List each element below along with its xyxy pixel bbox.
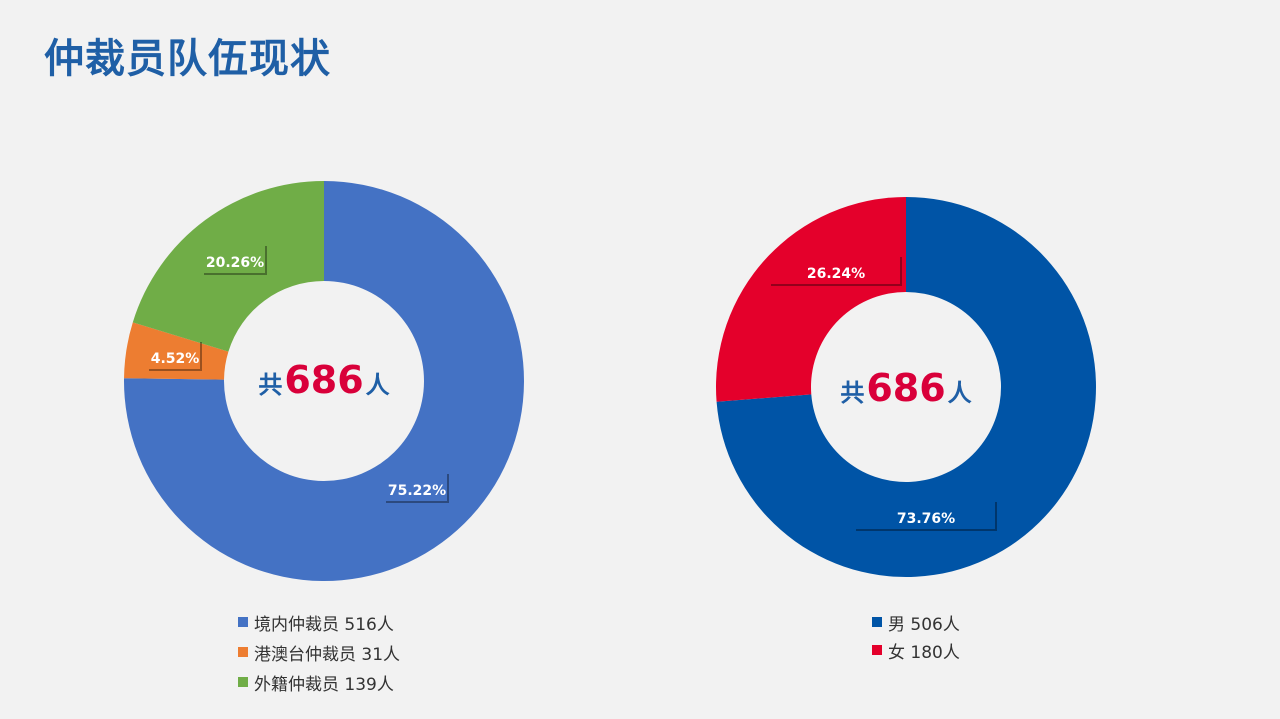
percent-label: 20.26% [206,255,264,271]
center-suffix: 人 [365,371,390,399]
center-suffix: 人 [947,379,972,407]
center-total-gender: 共 686 人 [806,366,1006,410]
legend-swatch [872,645,882,655]
legend-count: 31人 [361,644,401,665]
percent-label-shadow [856,502,997,531]
donut-slice-gender-0 [716,197,1096,577]
legend-item: 男 506人 [872,608,960,636]
percent-label: 4.52% [151,351,200,367]
legend-swatch [872,617,882,627]
donut-chart-gender: 73.76% 26.24% [716,197,1096,577]
center-total-composition: 共 686 人 [224,358,424,402]
legend-count: 139人 [344,674,394,695]
center-prefix: 共 [840,379,865,407]
legend-count: 180人 [910,642,960,663]
center-total-value: 686 [866,366,946,410]
legend-swatch [238,647,248,657]
legend-swatch [238,617,248,627]
legend-name: 外籍仲裁员 [254,674,339,695]
donut-slice-composition-1 [124,322,229,380]
percent-label: 26.24% [807,266,865,282]
legend-name: 港澳台仲裁员 [254,644,356,665]
legend-swatch [238,677,248,687]
legend-composition: 境内仲裁员 516人 港澳台仲裁员 31人 外籍仲裁员 139人 [238,607,400,697]
donut-slice-composition-0 [124,181,524,581]
donut-slice-composition-2 [132,181,324,352]
legend-count: 516人 [344,614,394,635]
legend-item: 港澳台仲裁员 31人 [238,637,400,667]
percent-label: 73.76% [897,511,955,527]
donut-chart-composition: 75.22% 4.52% 20.26% [124,181,524,581]
legend-item: 外籍仲裁员 139人 [238,667,400,697]
legend-gender: 男 506人 女 180人 [872,608,960,664]
percent-label-shadow [386,474,449,503]
percent-label: 75.22% [388,483,446,499]
legend-name: 男 [888,614,905,635]
legend-count: 506人 [910,614,960,635]
center-prefix: 共 [258,371,283,399]
donut-slice-gender-1 [716,197,906,402]
legend-name: 境内仲裁员 [254,614,339,635]
percent-label-shadow [771,257,902,286]
percent-label-shadow [149,342,202,371]
legend-item: 境内仲裁员 516人 [238,607,400,637]
page-title: 仲裁员队伍现状 [44,36,331,82]
center-total-value: 686 [284,358,364,402]
legend-item: 女 180人 [872,636,960,664]
percent-label-shadow [204,246,267,275]
legend-name: 女 [888,642,905,663]
